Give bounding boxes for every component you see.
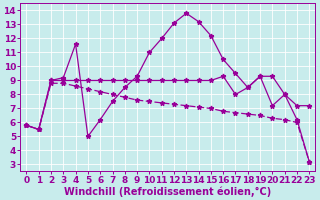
X-axis label: Windchill (Refroidissement éolien,°C): Windchill (Refroidissement éolien,°C): [64, 186, 271, 197]
